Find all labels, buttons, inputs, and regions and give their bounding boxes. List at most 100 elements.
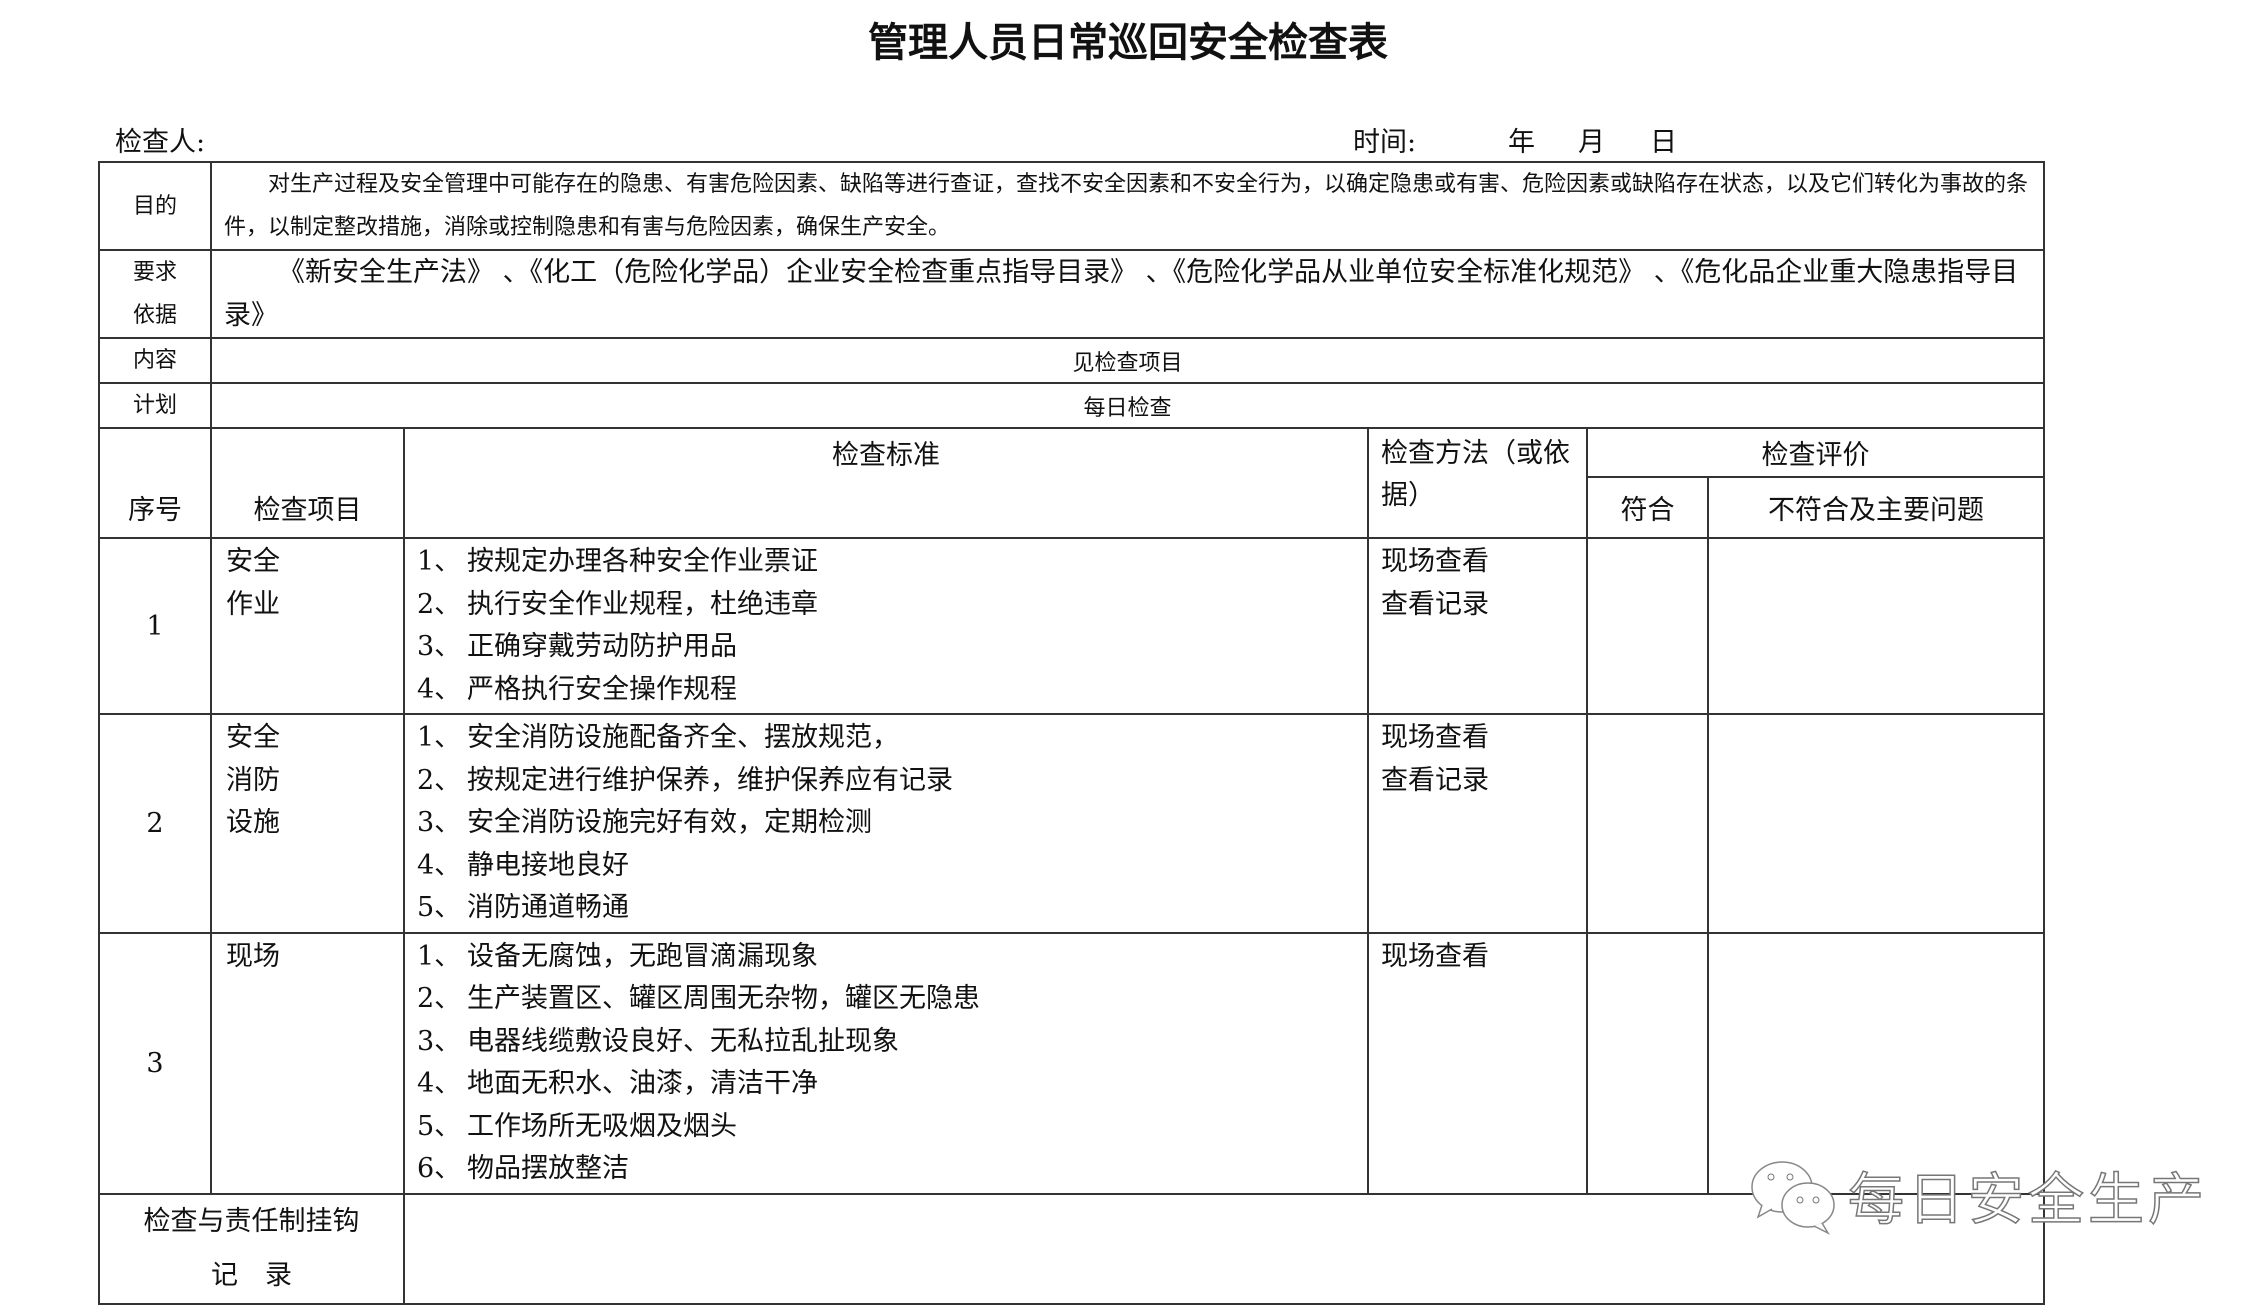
inspection-table: 目的 对生产过程及安全管理中可能存在的隐患、有害危险因素、缺陷等进行查证，查找不… [98,161,2045,1305]
standard-ordinal: 4、 [417,1068,462,1099]
standard-line: 3、 安全消防设施完好有效，定期检测 [417,802,1355,845]
method-line: 查看记录 [1381,764,1489,796]
standard-line: 4、 地面无积水、油漆，清洁干净 [417,1063,1355,1106]
standard-line: 5、 工作场所无吸烟及烟头 [417,1106,1355,1149]
watermark: 每日安全生产 [1748,1155,2208,1236]
inspector-label: 检查人: [115,127,206,158]
standard-text: 生产装置区、罐区周围无杂物，罐区无隐患 [467,983,980,1014]
standard-line: 3、 电器线缆敷设良好、无私拉乱扯现象 [417,1021,1355,1064]
standard-ordinal: 2、 [417,588,462,620]
conform-cell[interactable] [1586,713,1709,934]
standard-ordinal: 4、 [417,673,462,705]
method-line: 查看记录 [1381,588,1489,620]
standard-text: 电器线缆敷设良好、无私拉乱扯现象 [467,1025,899,1057]
day-label: 日 [1650,127,1677,158]
standard-text: 静电接地良好 [467,849,629,881]
basis-label-line: 要求 [132,260,177,285]
item-name: 安全 作业 [210,537,405,715]
standard-text: 正确穿戴劳动防护用品 [467,631,737,662]
standard-line: 3、 正确穿戴劳动防护用品 [417,626,1355,669]
item-no: 3 [98,931,212,1195]
col-conform: 符合 [1586,476,1709,539]
standard-ordinal: 3、 [417,631,462,662]
method-line: 现场查看 [1381,940,1489,972]
item-no: 1 [98,537,212,715]
conform-cell[interactable] [1586,931,1709,1195]
standard-text: 设备无腐蚀，无跑冒滴漏现象 [467,940,818,972]
footer-label-line: 检查与责任制挂钩 [143,1205,360,1237]
standard-line: 1、 按规定办理各种安全作业票证 [417,541,1355,584]
standard-text: 按规定进行维护保养，维护保养应有记录 [467,764,953,796]
item-name-line: 消防 [226,764,280,796]
purpose-row: 目的 对生产过程及安全管理中可能存在的隐患、有害危险因素、缺陷等进行查证，查找不… [98,161,2045,251]
item-methods: 现场查看 查看记录 [1367,537,1588,715]
item-name-line: 现场 [226,940,280,972]
footer-record-cell[interactable] [403,1192,2045,1305]
item-methods: 现场查看 [1367,931,1588,1195]
standard-line: 1、 设备无腐蚀，无跑冒滴漏现象 [417,936,1355,979]
footer-label: 检查与责任制挂钩记 录 [98,1192,405,1305]
standard-text: 物品摆放整洁 [467,1153,629,1184]
purpose-text: 对生产过程及安全管理中可能存在的隐患、有害危险因素、缺陷等进行查证，查找不安全因… [210,161,2045,251]
column-header-row: 序号 检查项目 检查标准 检查方法（或依据） 检查评价 [98,427,2045,539]
time-label: 时间: [1353,127,1417,158]
col-no: 序号 [98,427,212,539]
standard-line: 2、 生产装置区、罐区周围无杂物，罐区无隐患 [417,978,1355,1021]
standard-ordinal: 4、 [417,849,462,881]
standard-text: 执行安全作业规程，杜绝违章 [467,588,818,620]
col-item: 检查项目 [210,427,405,539]
standard-line: 4、 静电接地良好 [417,845,1355,888]
item-row: 1 安全 作业 1、 按规定办理各种安全作业票证 2、 执行安全作业规程，杜绝违章 3、 正确穿… [98,537,2045,715]
col-evaluation: 检查评价 [1586,427,2045,478]
item-name: 安全 消防 设施 [210,713,405,934]
item-standards: 1、 安全消防设施配备齐全、摆放规范， 2、 按规定进行维护保养，维护保养应有记录 3、… [403,713,1369,934]
standard-line: 5、 消防通道畅通 [417,887,1355,930]
nonconform-cell[interactable] [1707,713,2045,934]
standard-ordinal: 3、 [417,1025,462,1057]
wechat-icon [1751,1160,1835,1235]
standard-ordinal: 5、 [417,1110,462,1142]
watermark-text: 每日安全生产 [1847,1167,2208,1234]
method-line: 现场查看 [1381,722,1489,753]
purpose-label: 目的 [98,161,212,251]
standard-text: 按规定办理各种安全作业票证 [467,546,818,577]
standard-line: 1、 安全消防设施配备齐全、摆放规范， [417,717,1355,760]
standard-ordinal: 5、 [417,892,462,923]
standard-text: 严格执行安全操作规程 [467,673,737,705]
conform-cell[interactable] [1586,537,1709,715]
standard-text: 安全消防设施完好有效，定期检测 [467,807,872,838]
item-name-line: 安全 [226,722,280,753]
item-name-line: 设施 [226,807,280,838]
content-label: 内容 [98,337,212,384]
basis-text: 《新安全生产法》 、《化工（危险化学品）企业安全检查重点指导目录》 、《危险化学… [210,249,2045,339]
item-row: 3 现场 1、 设备无腐蚀，无跑冒滴漏现象 2、 生产装置区、罐区周围无杂物，罐区无隐患 3… [98,931,2045,1195]
standard-line: 4、 严格执行安全操作规程 [417,669,1355,712]
plan-text: 每日检查 [210,382,2045,429]
standard-line: 2、 按规定进行维护保养，维护保养应有记录 [417,760,1355,803]
item-row: 2 安全 消防 设施 1、 安全消防设施配备齐全、摆放规范， 2、 按规定进行维护保养，维护保… [98,713,2045,934]
standard-ordinal: 2、 [417,983,462,1014]
col-nonconform: 不符合及主要问题 [1707,476,2045,539]
standard-ordinal: 6、 [417,1153,462,1184]
nonconform-cell[interactable] [1707,537,2045,715]
column-subheader-row: 符合 不符合及主要问题 [99,476,2045,539]
basis-row: 要求 依据 《新安全生产法》 、《化工（危险化学品）企业安全检查重点指导目录》 、… [98,249,2045,339]
col-standard: 检查标准 [403,427,1369,539]
item-name: 现场 [210,931,405,1195]
col-method: 检查方法（或依据） [1367,427,1588,539]
standard-text: 安全消防设施配备齐全、摆放规范， [467,722,899,753]
item-no: 2 [98,713,212,934]
standard-ordinal: 1、 [417,546,462,577]
item-standards: 1、 设备无腐蚀，无跑冒滴漏现象 2、 生产装置区、罐区周围无杂物，罐区无隐患 3、 电器… [403,931,1369,1195]
year-label: 年 [1508,127,1535,158]
content-row: 内容 见检查项目 [98,337,2045,384]
nonconform-cell[interactable] [1707,931,2045,1195]
standard-text: 消防通道畅通 [467,892,629,923]
item-methods: 现场查看 查看记录 [1367,713,1588,934]
standard-ordinal: 1、 [417,940,462,972]
standard-ordinal: 2、 [417,764,462,796]
standard-line: 2、 执行安全作业规程，杜绝违章 [417,584,1355,627]
basis-label: 要求 依据 [98,249,212,339]
item-name-line: 作业 [226,588,280,620]
standard-text: 地面无积水、油漆，清洁干净 [467,1068,818,1099]
